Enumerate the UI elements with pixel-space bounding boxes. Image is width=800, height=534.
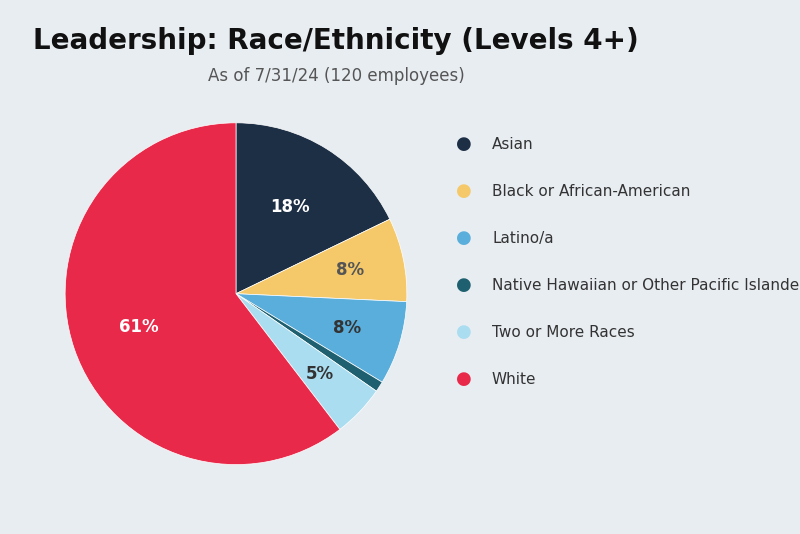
Text: Asian: Asian (492, 137, 534, 152)
Wedge shape (236, 123, 390, 294)
Text: 61%: 61% (119, 318, 158, 335)
Text: Native Hawaiian or Other Pacific Islander: Native Hawaiian or Other Pacific Islande… (492, 278, 800, 293)
Text: 8%: 8% (333, 319, 362, 336)
Text: White: White (492, 372, 537, 387)
Wedge shape (236, 294, 382, 391)
Text: 5%: 5% (306, 365, 334, 383)
Text: ●: ● (456, 370, 472, 388)
Text: As of 7/31/24 (120 employees): As of 7/31/24 (120 employees) (208, 67, 464, 85)
Text: 18%: 18% (270, 198, 310, 216)
Wedge shape (65, 123, 340, 465)
Text: Leadership: Race/Ethnicity (Levels 4+): Leadership: Race/Ethnicity (Levels 4+) (33, 27, 639, 54)
Text: Latino/a: Latino/a (492, 231, 554, 246)
Text: 8%: 8% (336, 261, 364, 279)
Text: ●: ● (456, 229, 472, 247)
Wedge shape (236, 294, 406, 382)
Wedge shape (236, 219, 407, 302)
Wedge shape (236, 294, 376, 429)
Text: Two or More Races: Two or More Races (492, 325, 634, 340)
Text: ●: ● (456, 182, 472, 200)
Text: ●: ● (456, 135, 472, 153)
Text: Black or African-American: Black or African-American (492, 184, 690, 199)
Text: ●: ● (456, 276, 472, 294)
Text: ●: ● (456, 323, 472, 341)
